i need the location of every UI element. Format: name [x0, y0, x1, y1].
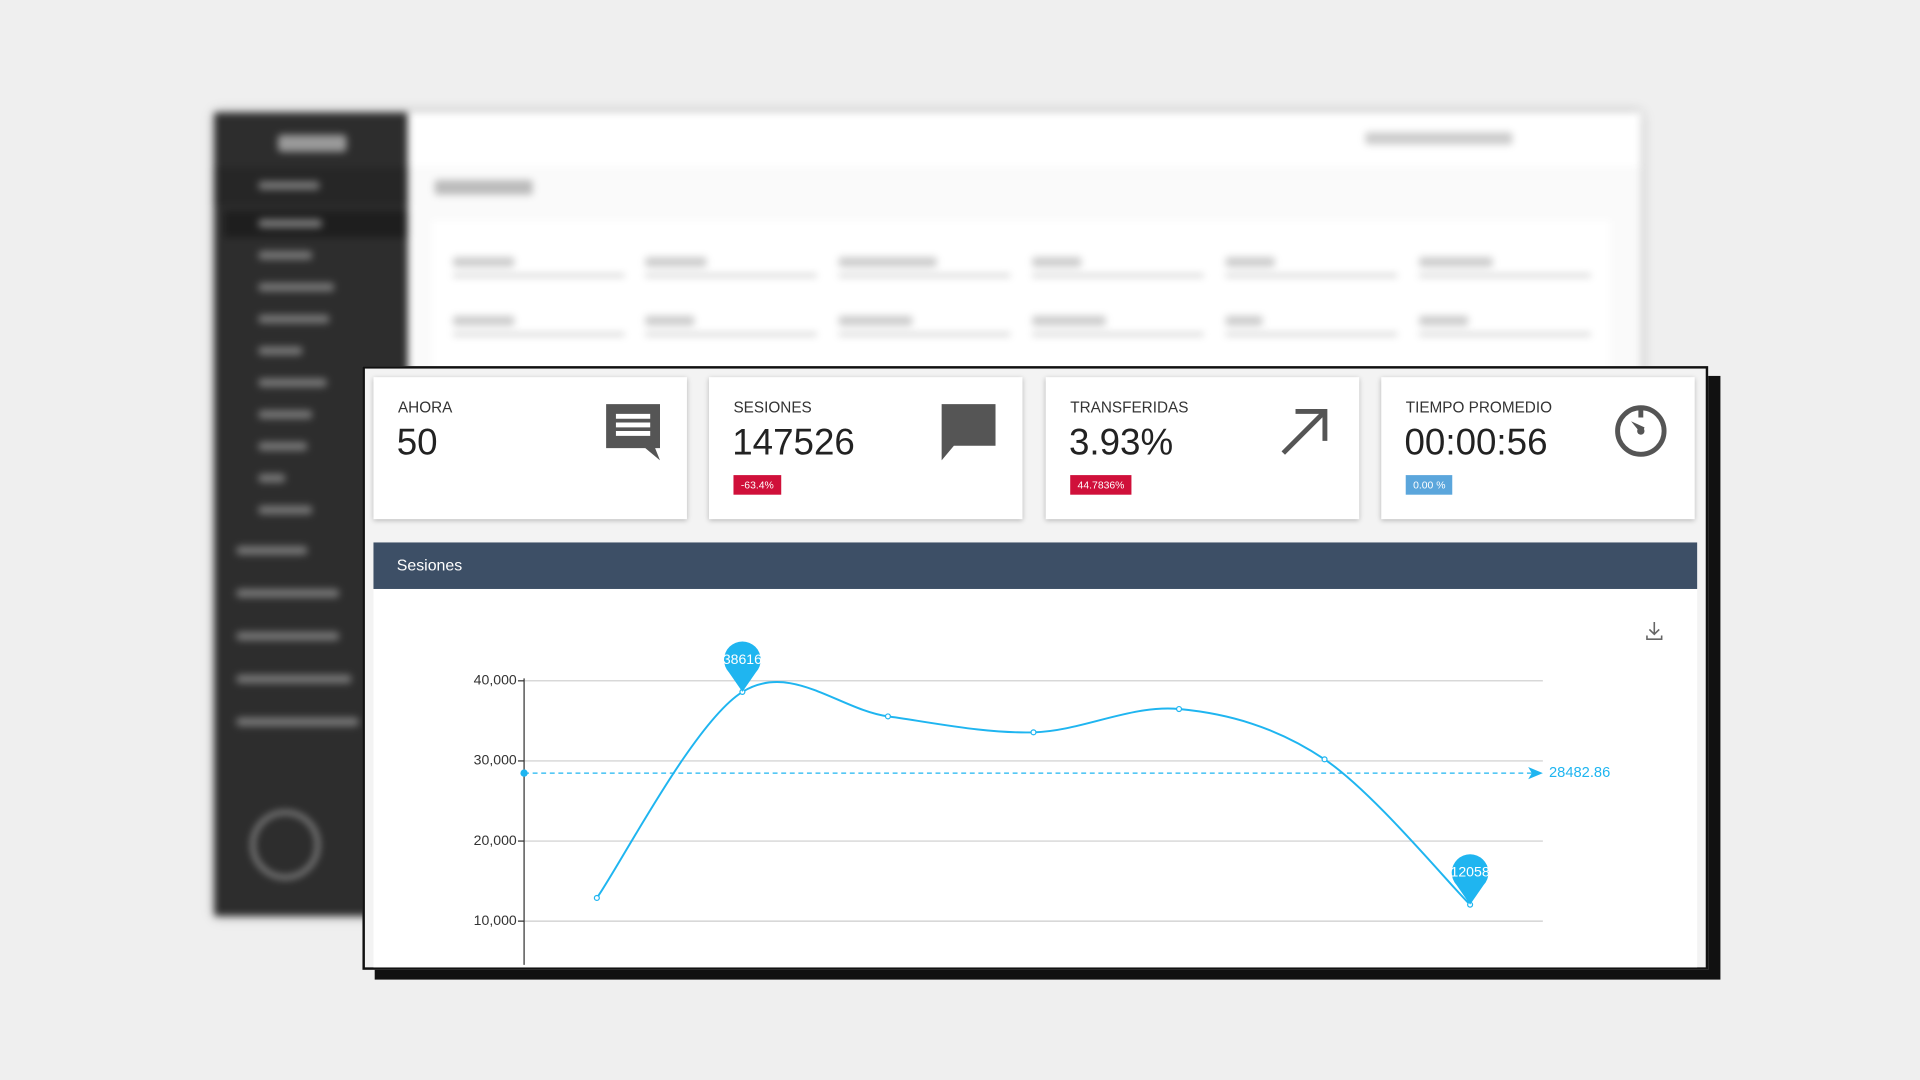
card-badge: -63.4%: [733, 475, 782, 495]
panel-header: Sesiones: [373, 542, 1698, 589]
card-title: AHORA: [397, 399, 453, 417]
card-badge: 44.7836%: [1070, 475, 1132, 495]
kpi-card: SESIONES 147526 -63.4%: [708, 377, 1023, 520]
card-title: TIEMPO PROMEDIO: [1405, 399, 1552, 417]
data-point: [593, 894, 600, 902]
average-label: 28482.86: [1549, 765, 1610, 781]
y-tick-label: 40,000: [474, 672, 517, 688]
chart-panel: [373, 588, 1698, 968]
dashboard-window: AHORA 50 SESIONES 147526 -63.4% TRANSFERIDAS 3…: [362, 366, 1709, 970]
card-value: 00:00:56: [1404, 422, 1548, 463]
card-title: SESIONES: [733, 399, 812, 417]
mark-label: 12058: [1451, 864, 1490, 880]
average-start: [520, 769, 528, 777]
card-value: 3.93%: [1068, 422, 1174, 463]
card-badge: 0.00 %: [1405, 475, 1453, 495]
data-point: [884, 713, 891, 720]
kpi-card: TIEMPO PROMEDIO 00:00:56 0.00 %: [1381, 377, 1695, 520]
data-point: [1175, 705, 1183, 713]
card-value: 50: [396, 422, 438, 463]
series-line: [596, 681, 1471, 906]
card-title: TRANSFERIDAS: [1070, 399, 1189, 417]
y-tick-label: 30,000: [474, 752, 517, 768]
average-arrow: [1528, 766, 1543, 780]
card-icon: [604, 402, 663, 467]
card-value: 147526: [732, 422, 855, 463]
panel-title: Sesiones: [396, 555, 463, 575]
card-icon: [939, 402, 998, 467]
kpi-card: TRANSFERIDAS 3.93% 44.7836%: [1045, 377, 1360, 520]
plot-area: 10,000 20,000 30,000 40,000 28482.86 38616 120…: [474, 622, 1663, 965]
y-tick-label: 20,000: [474, 832, 517, 848]
y-tick-label: 10,000: [474, 912, 517, 928]
mark-pin: [1451, 854, 1489, 905]
card-icon: [1611, 402, 1670, 467]
mark-pin: [724, 641, 761, 692]
mark-label: 38616: [723, 651, 762, 667]
kpi-card: AHORA 50: [373, 377, 687, 520]
data-point: [1030, 729, 1037, 736]
download-icon[interactable]: [1646, 622, 1663, 640]
data-point: [1321, 756, 1328, 763]
card-icon: [1276, 402, 1335, 467]
